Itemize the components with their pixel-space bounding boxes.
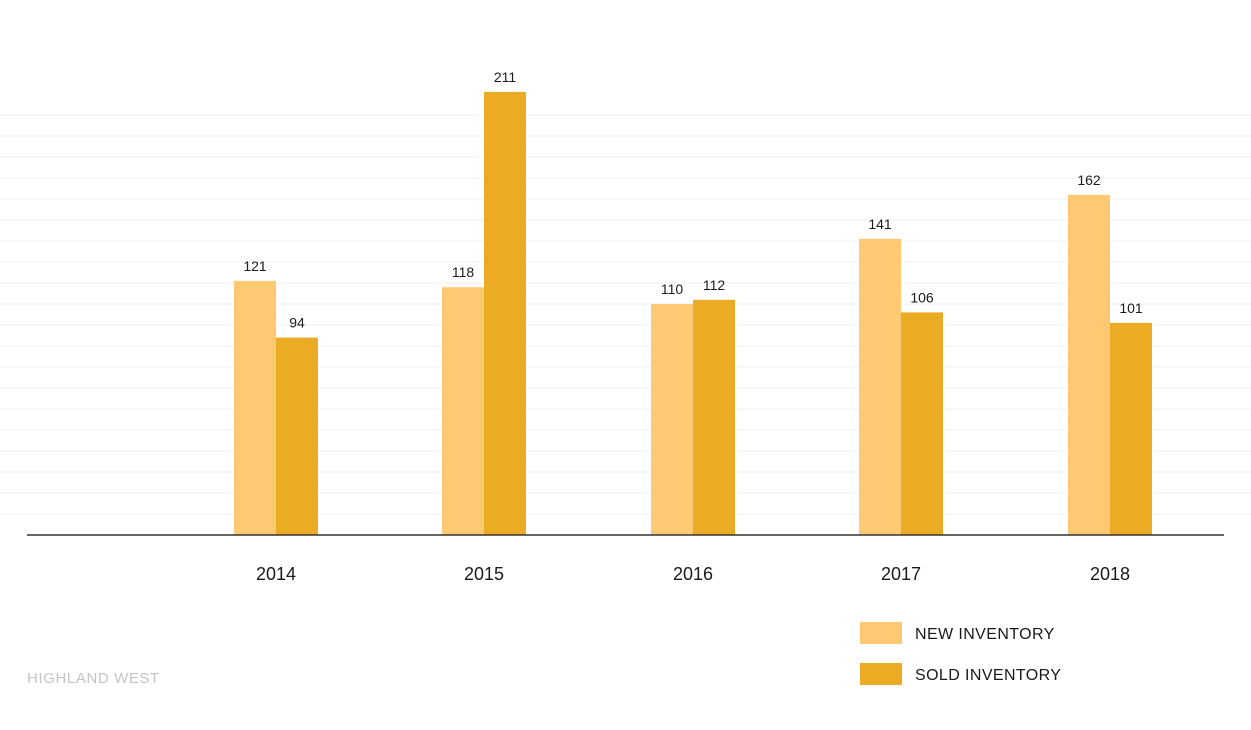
value-label-sold-inventory-2016: 112 [703,277,726,293]
value-label-new-inventory-2017: 141 [868,216,892,232]
x-tick-label-2017: 2017 [881,564,921,584]
value-label-sold-inventory-2018: 101 [1119,300,1143,316]
value-labels: 121 94 118 211 110 112 141 106 162 101 [243,69,1143,331]
legend-swatch-sold-inventory [860,663,902,685]
bar-new-inventory-2018 [1068,194,1110,536]
value-label-sold-inventory-2017: 106 [910,289,934,305]
gridlines [0,114,1251,515]
x-tick-label-2018: 2018 [1090,564,1130,584]
value-label-new-inventory-2016: 110 [661,281,684,297]
bar-sold-inventory-2017 [901,312,943,535]
bar-new-inventory-2015 [442,287,484,535]
legend-label-sold-inventory: SOLD INVENTORY [915,667,1062,684]
bar-new-inventory-2014 [234,280,276,535]
legend-label-new-inventory: NEW INVENTORY [915,626,1055,643]
value-label-sold-inventory-2015: 211 [494,69,517,85]
value-label-new-inventory-2014: 121 [243,258,267,274]
bar-sold-inventory-2015 [484,91,526,536]
bar-new-inventory-2017 [859,238,901,535]
bar-new-inventory-2016 [651,304,693,535]
legend-swatch-new-inventory [860,622,902,644]
footer-label: HIGHLAND WEST [27,670,160,687]
bar-sold-inventory-2014 [276,337,318,535]
value-label-new-inventory-2018: 162 [1077,172,1101,188]
x-axis-tick-labels: 2014 2015 2016 2017 2018 [256,564,1130,584]
x-tick-label-2015: 2015 [464,564,504,584]
bars [234,91,1152,536]
value-label-sold-inventory-2014: 94 [289,315,305,331]
x-tick-label-2014: 2014 [256,564,296,584]
value-label-new-inventory-2015: 118 [452,264,475,280]
bar-sold-inventory-2016 [693,299,735,535]
x-tick-label-2016: 2016 [673,564,713,584]
bar-sold-inventory-2018 [1110,322,1152,535]
